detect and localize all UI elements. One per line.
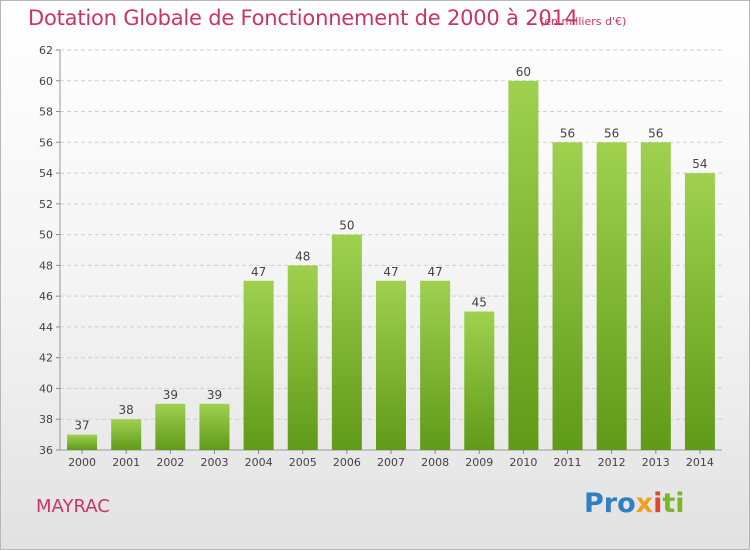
- y-tick-label: 46: [39, 290, 53, 303]
- data-label: 47: [383, 265, 398, 279]
- x-tick-label: 2014: [686, 456, 714, 469]
- x-tick-label: 2008: [421, 456, 449, 469]
- y-tick-label: 48: [39, 259, 53, 272]
- logo-part: ti: [662, 488, 685, 519]
- y-tick-label: 58: [39, 106, 53, 119]
- bar-2014: [684, 173, 715, 451]
- data-label: 56: [560, 126, 575, 140]
- logo-part: Pro: [584, 488, 636, 519]
- data-label: 39: [163, 388, 178, 402]
- y-tick-label: 38: [39, 413, 53, 426]
- data-label: 54: [692, 157, 707, 171]
- bar-2011: [552, 142, 583, 451]
- data-label: 47: [427, 265, 442, 279]
- chart-title: Dotation Globale de Fonctionnement de 20…: [28, 6, 578, 30]
- bar-2006: [331, 234, 362, 450]
- data-label: 37: [74, 419, 89, 433]
- bars: [67, 80, 715, 451]
- y-tick-label: 52: [39, 198, 53, 211]
- x-tick-label: 2006: [333, 456, 361, 469]
- bar-2012: [596, 142, 627, 451]
- data-label: 39: [207, 388, 222, 402]
- y-tick-label: 62: [39, 44, 53, 57]
- bar-2007: [375, 280, 407, 450]
- y-tick-label: 60: [39, 75, 53, 88]
- bar-2008: [420, 280, 451, 450]
- x-tick-label: 2009: [465, 456, 493, 469]
- data-label: 47: [251, 265, 266, 279]
- y-tick-label: 54: [39, 167, 53, 180]
- bar-2010: [508, 80, 539, 451]
- data-label: 60: [516, 65, 531, 79]
- x-tick-labels: 2000 2001 2002 2003 2004 2005 2006 2007 2008 2009…: [68, 456, 714, 469]
- logo-part: x: [635, 488, 654, 519]
- bar-2009: [464, 311, 495, 450]
- bar-2005: [287, 265, 318, 450]
- x-tick-label: 2010: [509, 456, 537, 469]
- x-tick-label: 2005: [289, 456, 317, 469]
- x-tick-label: 2003: [200, 456, 228, 469]
- data-label: 45: [472, 296, 487, 310]
- bar-2002: [155, 403, 186, 450]
- logo-part: i: [653, 488, 663, 519]
- x-tick-label: 2013: [642, 456, 670, 469]
- x-tick-label: 2007: [377, 456, 405, 469]
- x-tick-label: 2002: [156, 456, 184, 469]
- bar-2013: [640, 142, 671, 451]
- data-label: 50: [339, 219, 354, 233]
- x-tick-label: 2001: [112, 456, 140, 469]
- data-label: 56: [604, 126, 619, 140]
- unit-note: (en milliers d'€): [540, 15, 627, 28]
- y-tick-label: 50: [39, 229, 53, 242]
- y-tick-label: 40: [39, 382, 53, 395]
- x-tick-label: 2004: [245, 456, 273, 469]
- data-label: 48: [295, 249, 310, 263]
- data-label: 56: [648, 126, 663, 140]
- commune-name: MAYRAC: [36, 496, 110, 517]
- bar-2000: [67, 434, 98, 450]
- bar-2004: [243, 280, 274, 450]
- data-labels: 37 38 39 39 47 48 50 47 47 45 60 56 56 56 54: [74, 65, 707, 433]
- y-tick-label: 36: [39, 444, 53, 457]
- x-tick-label: 2011: [554, 456, 582, 469]
- y-tick-label: 42: [39, 352, 53, 365]
- y-tick-labels: 36 38 40 42 44 46 48 50 52 54 56 58 60 62: [39, 44, 53, 457]
- bar-2001: [111, 419, 142, 450]
- proxiti-logo[interactable]: Proxiti: [584, 488, 685, 519]
- data-label: 38: [119, 403, 134, 417]
- y-tick-label: 44: [39, 321, 53, 334]
- y-tick-label: 56: [39, 136, 53, 149]
- x-tick-label: 2012: [598, 456, 626, 469]
- x-tick-label: 2000: [68, 456, 96, 469]
- bar-2003: [199, 403, 230, 450]
